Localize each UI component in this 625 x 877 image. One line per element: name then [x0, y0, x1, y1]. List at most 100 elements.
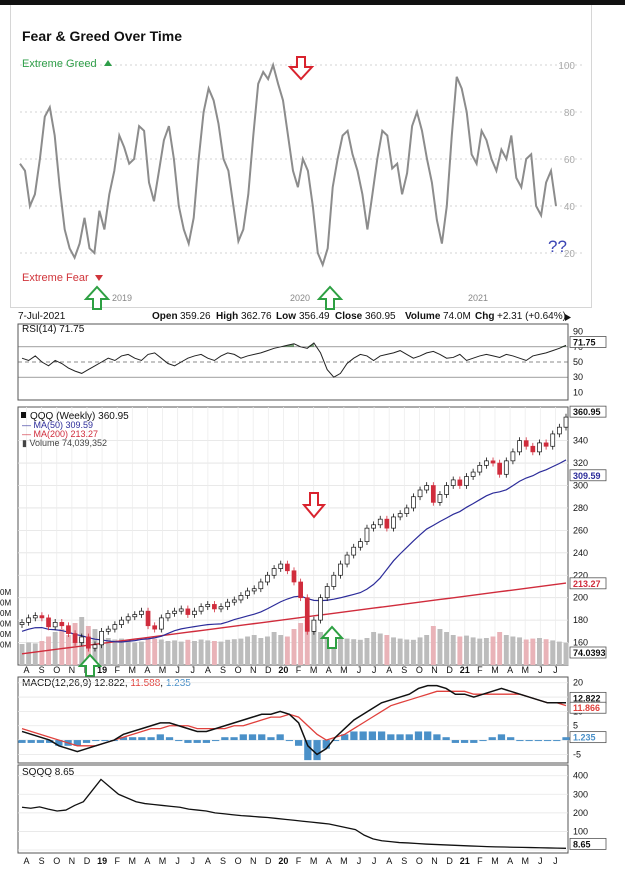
candle-body	[311, 619, 317, 632]
y-tick-label: 60	[564, 155, 576, 166]
candle-body	[331, 574, 337, 587]
macd-histogram-bar	[534, 740, 542, 742]
macd-histogram-bar	[184, 740, 192, 743]
macd-histogram-bar	[304, 740, 312, 761]
ohlc-header: Open 359.26 High 362.76 Low 356.49 Close…	[152, 311, 566, 322]
volume-bar	[158, 639, 164, 665]
price-axis: 340 320 300 280 260 240 220 200 180 160 360.95 309.…	[569, 405, 607, 659]
candle-body	[66, 625, 71, 634]
month-label: F	[114, 856, 120, 866]
month-label: J	[191, 856, 196, 866]
candle-body	[318, 597, 323, 621]
macd-histogram-bar	[350, 731, 358, 741]
svg-text:Close: Close	[335, 311, 363, 322]
candle-body	[351, 546, 357, 556]
extreme-greed-label: Extreme Greed	[22, 58, 97, 70]
candle-body	[79, 636, 85, 643]
price-tick-label: 300	[573, 481, 588, 491]
candle-body	[231, 599, 237, 603]
candle-body	[397, 513, 403, 518]
candle-body	[470, 471, 476, 477]
macd-histogram-bar	[221, 737, 229, 741]
month-label: S	[39, 665, 45, 675]
macd-histogram-bar	[101, 740, 109, 742]
macd-histogram-bar	[294, 740, 303, 746]
macd-histogram-bar	[387, 734, 395, 741]
macd-histogram-bar	[396, 734, 404, 741]
volume-bar	[331, 636, 337, 665]
volume-bar	[291, 629, 297, 665]
volume-bar	[457, 636, 463, 665]
month-label: A	[386, 665, 392, 675]
value-box	[569, 701, 607, 714]
volume-bar	[437, 629, 443, 665]
svg-text:Open: Open	[152, 311, 178, 322]
macd-line	[21, 684, 566, 756]
volume-bars	[19, 617, 569, 665]
volume-bar	[397, 638, 403, 665]
candle-body	[430, 485, 436, 503]
volume-bar	[357, 639, 363, 665]
volume-bar	[265, 636, 270, 665]
macd-histogram-bar	[18, 740, 26, 743]
y-tick-label: 100	[558, 61, 575, 72]
candle-body	[105, 628, 111, 632]
ma200-legend: — MA(200) 213.27	[22, 429, 98, 439]
sqqq-tick-label: 200	[573, 808, 588, 818]
month-label: D	[446, 665, 453, 675]
macd-histogram-bar	[359, 731, 367, 741]
sqqq-last-value: 8.65	[573, 839, 591, 849]
volume-bar	[59, 629, 65, 665]
volume-bar	[231, 639, 237, 665]
value-box	[569, 731, 607, 744]
candle-body	[417, 489, 423, 498]
left-axis-label: 0M	[0, 630, 11, 639]
macd-plot	[18, 682, 570, 761]
month-label: J	[372, 665, 377, 675]
fear-greed-y-ticks: 100 80 60 40 20	[558, 61, 575, 260]
play-triangle-icon	[565, 314, 571, 321]
volume-bar	[470, 637, 476, 665]
signal-last-value: 11.866	[573, 703, 600, 713]
volume-bar	[318, 632, 323, 665]
volume-bar	[39, 641, 45, 665]
volume-bar	[537, 638, 542, 665]
macd-histogram-bar	[543, 740, 552, 742]
month-label: 19	[97, 856, 107, 866]
sqqq-tick-label: 300	[573, 789, 588, 799]
rsi-axis: 907050301071.75	[569, 327, 607, 397]
month-label: N	[250, 665, 257, 675]
month-label: M	[340, 856, 348, 866]
up-arrow-icon	[83, 285, 111, 310]
svg-text:+2.31 (+0.64%): +2.31 (+0.64%)	[497, 311, 566, 322]
macd-histogram-bar	[230, 737, 238, 741]
candle-body	[530, 445, 536, 453]
volume-bar	[218, 641, 224, 665]
candle-body	[477, 464, 483, 473]
candle-body	[490, 460, 496, 464]
volume-bar	[556, 641, 562, 665]
left-axis-label: 0M	[0, 588, 11, 597]
volume-bar	[563, 642, 569, 665]
macd-histogram-bar	[507, 737, 515, 741]
macd-histogram-bar	[119, 737, 128, 741]
volume-bar	[344, 638, 350, 665]
volume-bar	[550, 640, 556, 665]
macd-histogram-bar	[82, 740, 91, 743]
value-box	[569, 405, 607, 418]
candle-body	[59, 622, 65, 627]
month-label: N	[69, 856, 76, 866]
month-label: A	[24, 665, 30, 675]
macd-histogram-bar	[156, 734, 164, 741]
candle-body	[265, 574, 270, 583]
month-label: M	[159, 856, 167, 866]
value-box	[569, 577, 607, 590]
month-label: F	[477, 856, 483, 866]
volume-bar	[145, 637, 151, 665]
volume-bar	[517, 637, 523, 665]
macd-histogram-bar	[341, 734, 349, 741]
month-label: J	[191, 665, 196, 675]
candle-body	[26, 617, 31, 623]
down-arrow-icon	[287, 56, 315, 81]
volume-bar	[278, 635, 284, 665]
